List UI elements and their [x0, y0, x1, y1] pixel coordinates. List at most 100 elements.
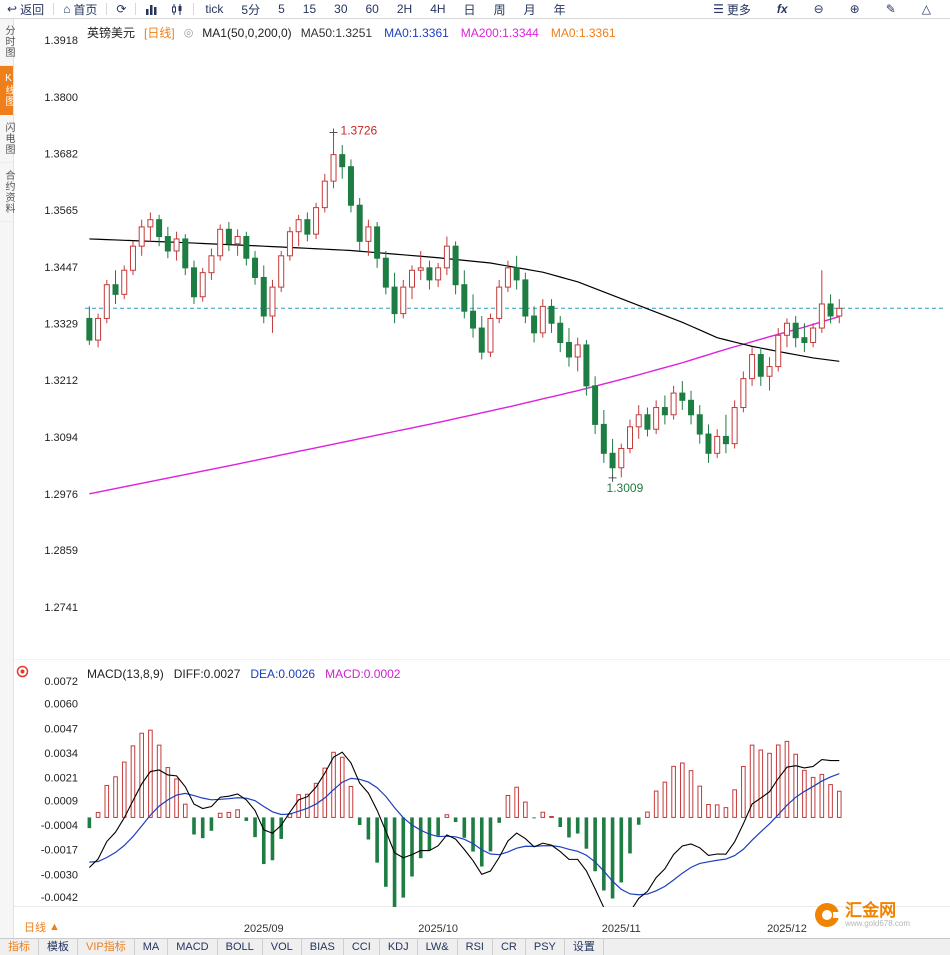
draw-button[interactable]: ✎ — [873, 3, 909, 15]
symbol-name: 英镑美元 — [87, 26, 136, 40]
period-collapse-button[interactable]: 日线 ▲ — [24, 919, 60, 935]
period-button[interactable]: 5 — [269, 2, 294, 16]
period-button[interactable]: 年 — [545, 1, 575, 18]
svg-text:0.0072: 0.0072 — [44, 676, 78, 688]
watermark-url: www.gold678.com — [845, 919, 910, 929]
more-button[interactable]: ☰ 更多 — [700, 1, 764, 18]
macd-legend-value: DIFF:0.0027 — [173, 667, 241, 681]
svg-text:1.2976: 1.2976 — [44, 489, 78, 501]
rail-item[interactable]: K线图 — [0, 66, 14, 115]
svg-text:1.3918: 1.3918 — [44, 35, 78, 47]
ma-value: MA0:1.3361 — [550, 25, 616, 40]
svg-text:1.3565: 1.3565 — [44, 205, 78, 217]
indicator-tab[interactable]: 设置 — [565, 939, 604, 955]
svg-text:1.3726: 1.3726 — [341, 123, 378, 137]
site-watermark: 汇金网 www.gold678.com — [815, 900, 910, 929]
ma-parameters: MA1(50,0,200,0) — [202, 25, 292, 40]
indicator-tab[interactable]: CCI — [344, 939, 380, 955]
svg-text:1.3212: 1.3212 — [44, 375, 78, 387]
period-button[interactable]: 月 — [515, 1, 545, 18]
period-button[interactable]: 30 — [325, 2, 356, 16]
period-button[interactable]: 周 — [485, 1, 515, 18]
shape-button[interactable]: △ — [909, 3, 944, 15]
divider — [106, 3, 108, 15]
svg-text:1.3447: 1.3447 — [44, 262, 78, 274]
indicator-tab[interactable]: BOLL — [218, 939, 263, 955]
period-selector: tick 5分 5 15 30 60 2H 4H 日周月年 — [196, 1, 574, 18]
period-button[interactable]: 4H — [421, 2, 454, 16]
zoom-out-button[interactable]: ⊖ — [801, 3, 837, 15]
rail-item[interactable]: 闪电图 — [0, 115, 14, 163]
ma-value: MA0:1.3361 — [384, 25, 449, 40]
indicator-tab[interactable]: 指标 — [0, 939, 39, 955]
svg-text:-0.0004: -0.0004 — [41, 820, 78, 832]
svg-text:1.3094: 1.3094 — [44, 432, 78, 444]
svg-text:1.2741: 1.2741 — [44, 602, 78, 614]
svg-text:1.2859: 1.2859 — [44, 545, 78, 557]
fx-icon: fx — [776, 2, 788, 16]
home-button[interactable]: ⌂ 首页 — [56, 1, 104, 18]
ma-values: MA50:1.3251 MA0:1.3361 MA200:1.3344 MA0:1.3… — [301, 26, 616, 40]
rail-item[interactable]: 合约资料 — [0, 163, 14, 222]
period-button[interactable]: 2H — [388, 2, 421, 16]
fx-button[interactable]: fx — [764, 2, 801, 16]
svg-text:2025/09: 2025/09 — [244, 923, 284, 935]
svg-text:1.3329: 1.3329 — [44, 319, 78, 331]
period-button[interactable]: 5分 — [232, 1, 269, 18]
macd-legend-value: MACD:0.0002 — [325, 667, 401, 681]
indicator-toolbar: 指标 模板 VIP指标 MA MACD BOLL VOL BIAS CCI KDJ LW& RSI CR… — [0, 938, 950, 955]
svg-text:2025/12: 2025/12 — [767, 923, 807, 935]
svg-text:0.0021: 0.0021 — [44, 773, 78, 785]
candle-chart-type-button[interactable] — [164, 3, 191, 15]
period-button[interactable]: 15 — [294, 2, 325, 16]
svg-text:0.0034: 0.0034 — [44, 748, 78, 760]
indicator-tab[interactable]: VIP指标 — [78, 939, 135, 955]
indicator-tab[interactable]: BIAS — [302, 939, 344, 955]
svg-text:-0.0030: -0.0030 — [41, 869, 78, 881]
macd-legend-value: DEA:0.0026 — [250, 667, 316, 681]
divider — [135, 3, 137, 15]
svg-text:0.0060: 0.0060 — [44, 699, 78, 711]
period-button[interactable]: tick — [196, 2, 232, 16]
refresh-button[interactable]: ⟳ — [109, 3, 133, 15]
indicator-tab[interactable]: MACD — [168, 939, 218, 955]
indicator-eye-icon[interactable]: ◎ — [183, 27, 194, 39]
triangle-icon: △ — [921, 2, 931, 16]
indicator-tab[interactable]: KDJ — [380, 939, 418, 955]
svg-text:-0.0017: -0.0017 — [41, 845, 78, 857]
macd-settings-icon[interactable] — [16, 665, 29, 683]
divider — [193, 3, 195, 15]
macd-panel-title: MACD(13,8,9) DIFF:0.0027 DEA:0.0026 MACD:0.… — [87, 667, 400, 681]
zoom-out-icon: ⊖ — [813, 2, 824, 16]
divider — [53, 3, 55, 15]
indicator-tab[interactable]: 模板 — [39, 939, 78, 955]
period-button[interactable]: 日 — [455, 1, 485, 18]
column-chart-type-button[interactable] — [138, 4, 164, 15]
svg-text:2025/11: 2025/11 — [602, 923, 641, 935]
indicator-tab[interactable]: VOL — [263, 939, 302, 955]
column-chart-icon — [146, 4, 157, 15]
svg-text:2025/10: 2025/10 — [418, 923, 458, 935]
zoom-in-button[interactable]: ⊕ — [837, 3, 873, 15]
svg-text:1.3009: 1.3009 — [607, 481, 644, 495]
svg-text:1.3800: 1.3800 — [44, 92, 78, 104]
indicator-tab[interactable]: RSI — [458, 939, 493, 955]
indicator-tab[interactable]: PSY — [526, 939, 565, 955]
indicator-tab[interactable]: MA — [135, 939, 169, 955]
home-label: 首页 — [73, 2, 98, 17]
more-icon: ☰ — [713, 2, 724, 16]
refresh-icon: ⟳ — [116, 2, 127, 16]
watermark-name: 汇金网 — [845, 900, 897, 920]
zoom-in-icon: ⊕ — [849, 2, 860, 16]
back-button[interactable]: ↩ 返回 — [0, 1, 51, 18]
more-label: 更多 — [726, 2, 751, 17]
top-toolbar: ↩ 返回 ⌂ 首页 ⟳ tick 5分 5 15 30 60 2H 4H 日周月年 ☰ 更多 f… — [0, 0, 950, 19]
indicator-tab[interactable]: CR — [493, 939, 526, 955]
period-button[interactable]: 60 — [357, 2, 388, 16]
toolbar-right-group: ☰ 更多 fx ⊖ ⊕ ✎ △ — [700, 1, 950, 18]
rail-item[interactable]: 分时图 — [0, 18, 14, 66]
svg-text:0.0047: 0.0047 — [44, 723, 78, 735]
indicator-tab[interactable]: LW& — [418, 939, 458, 955]
period-tag: [日线] — [144, 26, 175, 40]
